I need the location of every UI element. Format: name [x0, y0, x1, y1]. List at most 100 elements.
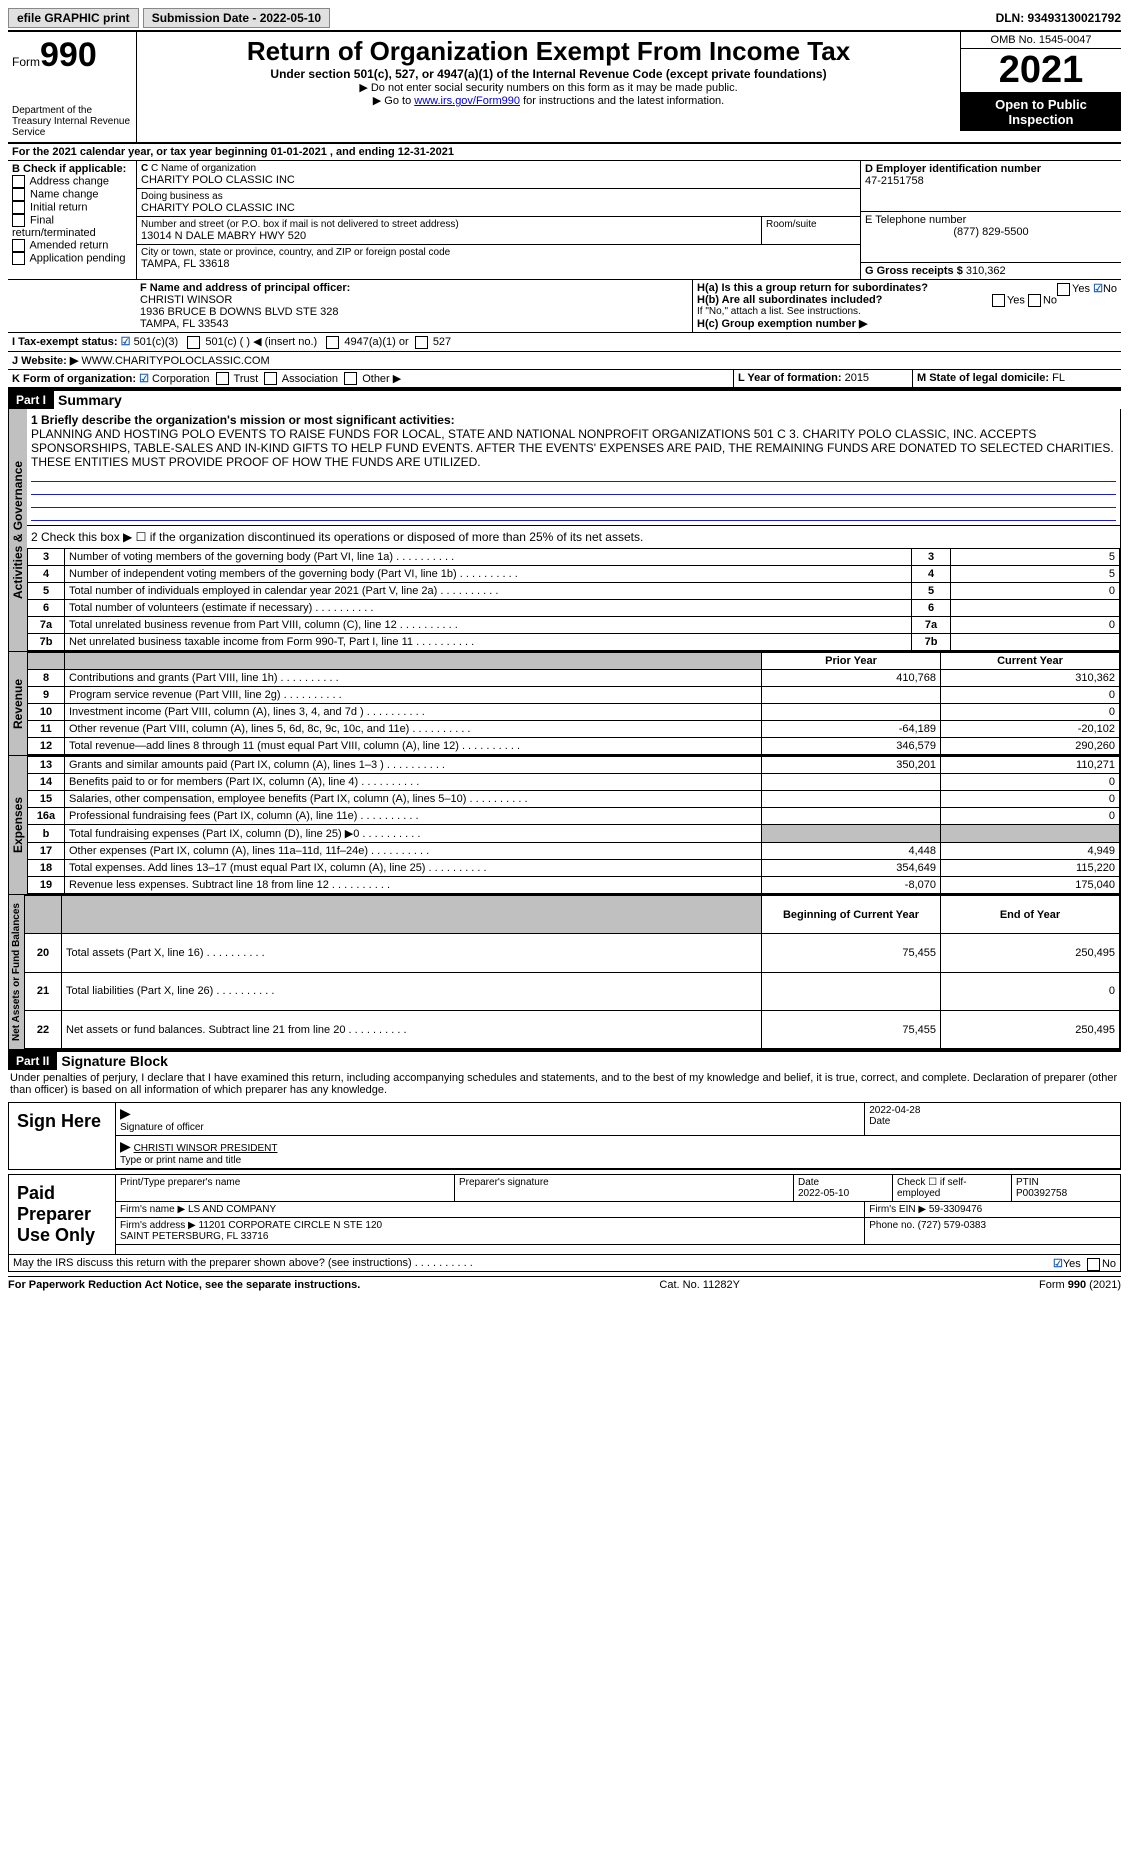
vert-net: Net Assets or Fund Balances — [9, 895, 24, 1049]
city-state-zip: TAMPA, FL 33618 — [141, 258, 856, 270]
l-label: L Year of formation: — [738, 372, 842, 384]
ptin-label: PTIN — [1016, 1177, 1039, 1188]
check-icon: ☑ — [1053, 1258, 1063, 1270]
table-row: 10Investment income (Part VIII, column (… — [28, 704, 1120, 721]
sig-date-value: 2022-04-28 — [869, 1105, 920, 1116]
h-b-note: If "No," attach a list. See instructions… — [697, 306, 1117, 317]
table-row: 16aProfessional fundraising fees (Part I… — [28, 808, 1120, 825]
table-row: 3Number of voting members of the governi… — [28, 549, 1120, 566]
footer-mid: Cat. No. 11282Y — [659, 1279, 740, 1291]
b-item: Amended return — [12, 239, 132, 252]
501c-checkbox[interactable] — [187, 336, 200, 349]
note-ssn: ▶ Do not enter social security numbers o… — [141, 81, 956, 94]
k-corp: Corporation — [152, 373, 209, 385]
firm-name-label: Firm's name ▶ — [120, 1204, 185, 1215]
b-checkbox[interactable] — [12, 188, 25, 201]
table-row: 19Revenue less expenses. Subtract line 1… — [28, 877, 1120, 894]
table-row: 6Total number of volunteers (estimate if… — [28, 600, 1120, 617]
block-bcde: B Check if applicable: Address change Na… — [8, 161, 1121, 280]
part1-header: Part I Summary — [8, 389, 1121, 409]
line-j: J Website: ▶ WWW.CHARITYPOLOCLASSIC.COM — [8, 352, 1121, 370]
b-checkbox[interactable] — [12, 175, 25, 188]
declaration-text: Under penalties of perjury, I declare th… — [8, 1070, 1121, 1098]
dept-label: Department of the Treasury Internal Reve… — [12, 105, 132, 138]
i-label: I Tax-exempt status: — [12, 336, 118, 348]
submission-button[interactable]: Submission Date - 2022-05-10 — [143, 8, 330, 28]
officer-name: CHRISTI WINSOR — [140, 294, 688, 306]
type-name-label: Type or print name and title — [120, 1155, 241, 1166]
sign-here-label: Sign Here — [9, 1103, 116, 1169]
website-value: WWW.CHARITYPOLOCLASSIC.COM — [81, 355, 269, 367]
b-item: Name change — [12, 188, 132, 201]
officer-typed: CHRISTI WINSOR PRESIDENT — [134, 1143, 278, 1154]
city-label: City or town, state or province, country… — [141, 247, 856, 258]
b-checkbox[interactable] — [12, 214, 25, 227]
mission-text: PLANNING AND HOSTING POLO EVENTS TO RAIS… — [31, 427, 1116, 469]
mission-blank-lines — [31, 469, 1116, 521]
501c3-label: 501(c)(3) — [134, 336, 179, 348]
f-label: F Name and address of principal officer: — [140, 282, 688, 294]
line-a: For the 2021 calendar year, or tax year … — [8, 144, 1121, 161]
b-item: Application pending — [12, 252, 132, 265]
net-table: Beginning of Current YearEnd of Year20To… — [24, 895, 1120, 1049]
firm-ein-label: Firm's EIN ▶ — [869, 1204, 926, 1215]
q2-text: 2 Check this box ▶ ☐ if the organization… — [27, 526, 1120, 548]
right-box: OMB No. 1545-0047 2021 Open to Public In… — [960, 32, 1121, 131]
table-header-row: Prior YearCurrent Year — [28, 653, 1120, 670]
b-item: Final return/terminated — [12, 214, 132, 239]
section-f: F Name and address of principal officer:… — [136, 280, 693, 332]
c-name-label: C C Name of organization — [141, 163, 856, 174]
officer-addr1: 1936 BRUCE B DOWNS BLVD STE 328 — [140, 306, 688, 318]
b-checkbox[interactable] — [12, 201, 25, 214]
table-header-row: Beginning of Current YearEnd of Year — [25, 896, 1120, 934]
table-row: 9Program service revenue (Part VIII, lin… — [28, 687, 1120, 704]
footer-right: Form 990 (2021) — [1039, 1279, 1121, 1291]
ha-yes-checkbox[interactable] — [1057, 283, 1070, 296]
k-assoc-checkbox[interactable] — [264, 372, 277, 385]
table-row: 14Benefits paid to or for members (Part … — [28, 774, 1120, 791]
expenses-table: 13Grants and similar amounts paid (Part … — [27, 756, 1120, 894]
527-label: 527 — [433, 336, 451, 348]
discuss-no-checkbox[interactable] — [1087, 1258, 1100, 1271]
l-value: 2015 — [845, 372, 869, 384]
room-label: Room/suite — [766, 219, 856, 230]
table-row: 15Salaries, other compensation, employee… — [28, 791, 1120, 808]
irs-link[interactable]: www.irs.gov/Form990 — [414, 95, 520, 107]
ptin-value: P00392758 — [1016, 1188, 1067, 1199]
table-row: 17Other expenses (Part IX, column (A), l… — [28, 843, 1120, 860]
f-spacer — [8, 280, 136, 332]
hb-yes-checkbox[interactable] — [992, 294, 1005, 307]
527-checkbox[interactable] — [415, 336, 428, 349]
m-value: FL — [1052, 372, 1065, 384]
b-checkbox[interactable] — [12, 252, 25, 265]
check-icon: ☑ — [121, 336, 131, 348]
vert-governance: Activities & Governance — [9, 409, 27, 651]
phone-value: (877) 829-5500 — [865, 226, 1117, 238]
vert-revenue: Revenue — [9, 652, 27, 755]
part1-title: Summary — [58, 392, 122, 408]
discuss-text: May the IRS discuss this return with the… — [13, 1257, 412, 1269]
b-checkbox[interactable] — [12, 239, 25, 252]
open-public-badge: Open to Public Inspection — [961, 93, 1121, 131]
q1-label: 1 Briefly describe the organization's mi… — [31, 413, 1116, 427]
4947-checkbox[interactable] — [326, 336, 339, 349]
firm-name: LS AND COMPANY — [188, 1204, 276, 1215]
hb-no-checkbox[interactable] — [1028, 294, 1041, 307]
m-label: M State of legal domicile: — [917, 372, 1049, 384]
omb-number: OMB No. 1545-0047 — [961, 32, 1121, 49]
form-subtitle: Under section 501(c), 527, or 4947(a)(1)… — [141, 67, 956, 81]
sig-date-label: Date — [869, 1116, 890, 1127]
form-id-box: Form990 Department of the Treasury Inter… — [8, 32, 137, 142]
k-trust-checkbox[interactable] — [216, 372, 229, 385]
discuss-no: No — [1102, 1258, 1116, 1270]
4947-label: 4947(a)(1) or — [344, 336, 408, 348]
k-other-checkbox[interactable] — [344, 372, 357, 385]
form-title: Return of Organization Exempt From Incom… — [141, 36, 956, 67]
discuss-yes: Yes — [1063, 1258, 1081, 1270]
k-trust: Trust — [234, 373, 259, 385]
k-other: Other ▶ — [362, 373, 401, 385]
officer-addr2: TAMPA, FL 33543 — [140, 318, 688, 330]
efile-button[interactable]: efile GRAPHIC print — [8, 8, 139, 28]
vert-expenses: Expenses — [9, 756, 27, 894]
pp-self-employed: Check ☐ if self-employed — [893, 1175, 1012, 1201]
